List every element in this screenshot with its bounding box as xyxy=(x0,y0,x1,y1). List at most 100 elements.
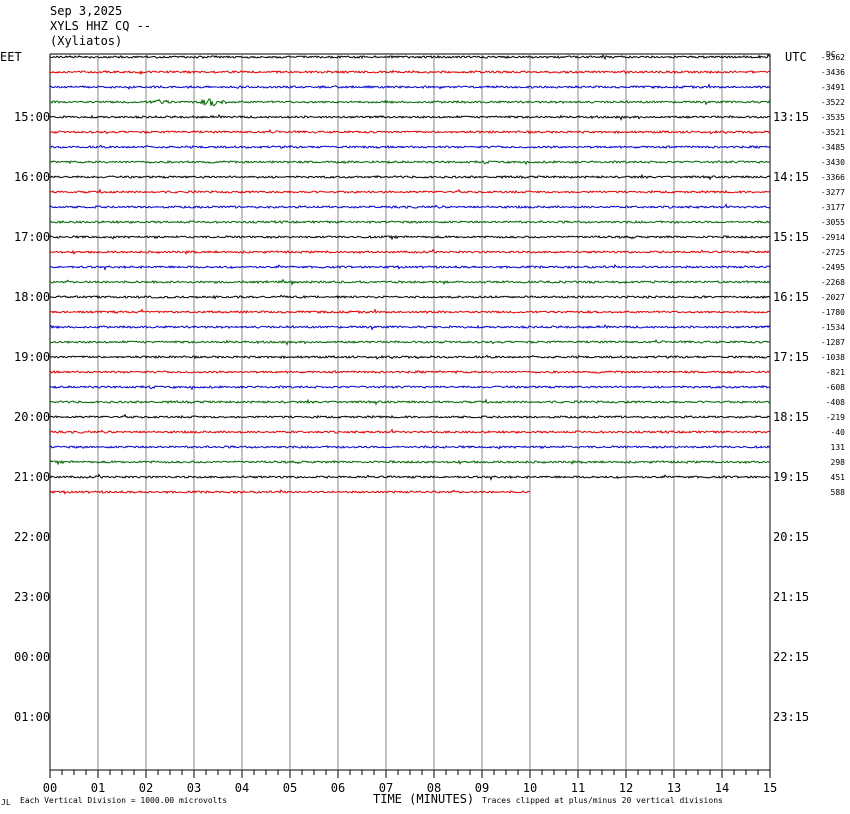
x-tick-label: 00 xyxy=(43,781,57,795)
seismic-trace xyxy=(49,83,771,90)
dc-offset-label: -3177 xyxy=(821,203,845,212)
x-tick-label: 11 xyxy=(571,781,585,795)
hour-label-right: 23:15 xyxy=(773,710,809,724)
dc-offset-label: -3491 xyxy=(821,83,845,92)
dc-offset-label: -2914 xyxy=(821,233,845,242)
dc-offset-label: -2027 xyxy=(821,293,845,302)
dc-offset-label: -3522 xyxy=(821,98,845,107)
dc-offset-label: -608 xyxy=(826,383,845,392)
x-tick-label: 01 xyxy=(91,781,105,795)
seismic-trace xyxy=(49,219,771,225)
dc-offset-label: 298 xyxy=(831,458,846,467)
dc-offset-label: -1038 xyxy=(821,353,845,362)
dc-offset-label: -1287 xyxy=(821,338,845,347)
hour-label-right: 14:15 xyxy=(773,170,809,184)
hour-label-right: 16:15 xyxy=(773,290,809,304)
dc-offset-label: -408 xyxy=(826,398,845,407)
seismic-trace xyxy=(49,188,771,194)
dc-offset-label: -3521 xyxy=(821,128,845,137)
hour-label-right: 15:15 xyxy=(773,230,809,244)
hour-label-left: 21:00 xyxy=(14,470,50,484)
right-timezone-label: UTC xyxy=(785,50,807,64)
x-tick-label: 15 xyxy=(763,781,777,795)
seismic-trace xyxy=(49,248,771,255)
seismic-trace xyxy=(49,354,771,360)
dc-offset-label: 131 xyxy=(831,443,846,452)
x-axis-title: TIME (MINUTES) xyxy=(373,792,475,806)
seismic-trace xyxy=(50,98,771,107)
hour-label-right: 17:15 xyxy=(773,350,809,364)
dc-offset-label: -1534 xyxy=(821,323,845,332)
x-tick-label: 07 xyxy=(379,781,393,795)
dc-offset-label: -3535 xyxy=(821,113,845,122)
dc-header: DC xyxy=(826,50,836,59)
dc-offset-label: -2268 xyxy=(821,278,845,287)
seismic-trace xyxy=(49,398,771,406)
x-tick-label: 09 xyxy=(475,781,489,795)
seismic-trace xyxy=(49,128,771,135)
seismic-trace xyxy=(49,114,771,121)
left-timezone-label: EET xyxy=(0,50,22,64)
hour-label-right: 21:15 xyxy=(773,590,809,604)
hour-label-left: 01:00 xyxy=(14,710,50,724)
dc-offset-label: -3436 xyxy=(821,68,845,77)
hour-label-left: 00:00 xyxy=(14,650,50,664)
dc-offset-label: -1780 xyxy=(821,308,845,317)
hour-label-right: 13:15 xyxy=(773,110,809,124)
dc-offset-label: 451 xyxy=(831,473,846,482)
hour-label-left: 23:00 xyxy=(14,590,50,604)
dc-offset-label: -3485 xyxy=(821,143,845,152)
seismic-trace xyxy=(49,69,771,76)
hour-label-left: 20:00 xyxy=(14,410,50,424)
seismic-trace xyxy=(49,294,771,300)
seismic-trace xyxy=(49,384,771,391)
hour-label-left: 22:00 xyxy=(14,530,50,544)
x-tick-label: 12 xyxy=(619,781,633,795)
dc-offset-label: -3277 xyxy=(821,188,845,197)
seismic-trace xyxy=(49,459,771,466)
seismic-trace xyxy=(49,413,771,420)
chart-date: Sep 3,2025 xyxy=(50,4,123,18)
seismic-trace xyxy=(49,264,771,271)
x-tick-label: 08 xyxy=(427,781,441,795)
x-tick-label: 03 xyxy=(187,781,201,795)
seismic-trace xyxy=(49,144,771,150)
station-code: XYLS HHZ CQ -- xyxy=(50,19,152,33)
seismic-trace xyxy=(49,203,771,210)
dc-offset-label: -3362 xyxy=(821,53,845,62)
hour-label-left: 15:00 xyxy=(14,110,50,124)
station-location: (Xyliatos) xyxy=(50,34,123,48)
dc-offset-label: -3055 xyxy=(821,218,845,227)
x-tick-label: 04 xyxy=(235,781,249,795)
dc-offset-label: 588 xyxy=(831,488,846,497)
hour-label-left: 19:00 xyxy=(14,350,50,364)
dc-offset-label: -40 xyxy=(831,428,846,437)
seismic-trace xyxy=(49,473,771,481)
x-tick-label: 14 xyxy=(715,781,729,795)
dc-offset-label: -2725 xyxy=(821,248,845,257)
hour-label-left: 18:00 xyxy=(14,290,50,304)
hour-label-right: 20:15 xyxy=(773,530,809,544)
seismic-trace xyxy=(49,159,771,166)
x-tick-label: 10 xyxy=(523,781,537,795)
hour-label-right: 18:15 xyxy=(773,410,809,424)
dc-offset-label: -3366 xyxy=(821,173,845,182)
x-tick-label: 02 xyxy=(139,781,153,795)
seismic-trace xyxy=(49,369,771,375)
hour-label-left: 16:00 xyxy=(14,170,50,184)
hour-label-left: 17:00 xyxy=(14,230,50,244)
dc-offset-label: -821 xyxy=(826,368,845,377)
seismic-trace xyxy=(49,428,771,435)
seismic-trace xyxy=(49,278,771,286)
x-tick-label: 13 xyxy=(667,781,681,795)
x-tick-label: 05 xyxy=(283,781,297,795)
seismic-trace xyxy=(49,173,771,181)
seismic-trace xyxy=(49,234,771,241)
dc-offset-label: -2495 xyxy=(821,263,845,272)
scale-note: Each Vertical Division = 1000.00 microvo… xyxy=(20,796,228,805)
corner-mark: JL xyxy=(1,798,11,807)
clip-note: Traces clipped at plus/minus 20 vertical… xyxy=(482,796,723,805)
seismic-trace xyxy=(49,54,771,61)
dc-offset-label: -3430 xyxy=(821,158,845,167)
